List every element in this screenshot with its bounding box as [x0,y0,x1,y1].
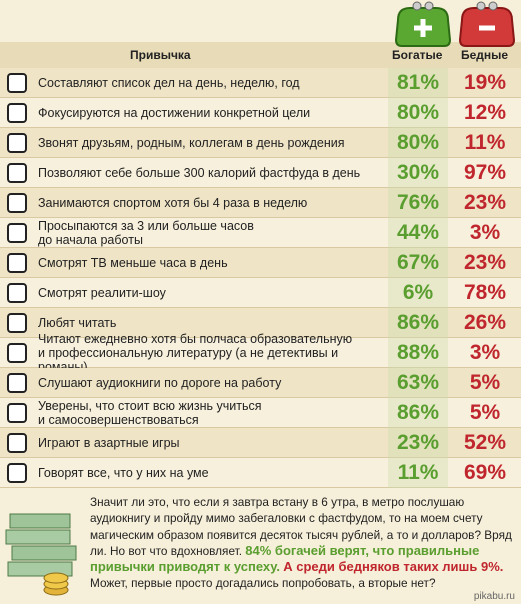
row-icon [7,403,27,423]
header-graphics [0,1,521,68]
habit-text: Смотрят ТВ меньше часа в день [38,256,228,270]
footer-body: Значит ли это, что если я завтра встану … [90,495,512,558]
table-row: Слушают аудиокниги по дороге на работу 63… [0,368,521,398]
money-icon [5,513,77,596]
habit-text: Фокусируются на достижении конкретной це… [38,106,311,120]
habit-header: Привычка [130,48,191,62]
watermark: pikabu.ru [473,591,515,602]
poor-percent: 26% [463,311,507,334]
poor-percent: 11% [464,131,506,154]
poor-percent: 5% [469,401,501,424]
table-row: Уверены, что стоит всю жизнь учиться и с… [0,398,521,428]
rich-percent: 63% [388,368,448,398]
row-icon [7,313,27,333]
rich-percent: 44% [388,218,448,248]
poor-percent: 97% [463,161,507,184]
poor-percent: 23% [463,191,507,214]
row-icon [7,463,27,483]
rich-percent: 88% [388,338,448,368]
habit-text: Занимаются спортом хотя бы 4 раза в неде… [38,196,308,210]
rich-percent: 86% [388,308,448,338]
table-row: Просыпаются за 3 или больше часов до нач… [0,218,521,248]
table-row: Читают ежедневно хотя бы полчаса образов… [0,332,521,374]
table-row: Любят читать 86% 26% [0,308,521,338]
habit-text: Смотрят реалити-шоу [38,286,166,300]
poor-percent: 12% [463,101,507,124]
rich-percent: 80% [388,98,448,128]
poor-percent: 78% [463,281,507,304]
row-icon [7,133,27,153]
habit-text: Уверены, что стоит всю жизнь учиться и с… [38,399,262,427]
habit-text: Просыпаются за 3 или больше часов до нач… [38,219,254,247]
rich-percent: 23% [388,428,448,458]
rich-percent: 80% [388,128,448,158]
poor-percent: 19% [463,71,507,94]
table-row: Смотрят ТВ меньше часа в день 67% 23% [0,248,521,278]
row-icon [7,433,27,453]
poor-percent: 3% [469,221,501,244]
poor-percent: 69% [463,461,507,484]
row-icon [7,193,27,213]
table-row: Звонят друзьям, родным, коллегам в день … [0,128,521,158]
table-row: Играют в азартные игры 23% 52% [0,428,521,458]
habit-text: Любят читать [38,316,117,330]
rich-percent: 6% [388,278,448,308]
rich-percent: 11% [388,458,448,488]
rich-note: 84% богачей верят, что правильные привыч… [90,542,480,575]
row-icon [7,73,27,93]
table-row: Говорят все, что у них на уме 11% 69% [0,458,521,488]
row-icon [7,103,27,123]
habit-text: Играют в азартные игры [38,436,180,450]
rich-header: Богатые [392,48,443,62]
table-row: Составляют список дел на день, неделю, г… [0,68,521,98]
row-icon [7,373,27,393]
habit-text: Составляют список дел на день, неделю, г… [38,76,300,90]
row-icon [7,343,27,363]
poor-note: А среди бедняков таких лишь 9%. [283,559,504,575]
poor-percent: 52% [463,431,507,454]
rich-percent: 67% [388,248,448,278]
habit-text: Слушают аудиокниги по дороге на работу [38,376,282,390]
rich-percent: 86% [388,398,448,428]
rich-percent: 81% [388,68,448,98]
poor-percent: 23% [463,251,507,274]
poor-header: Бедные [461,48,509,62]
footer-text: Значит ли это, что если я завтра встану … [90,494,515,592]
habit-text: Звонят друзьям, родным, коллегам в день … [38,136,345,150]
habit-text: Читают ежедневно хотя бы полчаса образов… [38,332,353,374]
poor-percent: 3% [469,341,501,364]
poor-wallet-icon [458,1,516,47]
habit-text: Говорят все, что у них на уме [38,466,209,480]
row-icon [7,253,27,273]
rich-wallet-icon [394,1,452,47]
table-row: Позволяют себе больше 300 калорий фастфу… [0,158,521,188]
footer-closing: Может, первые просто догадались попробов… [90,576,436,591]
table-row: Занимаются спортом хотя бы 4 раза в неде… [0,188,521,218]
rich-percent: 30% [388,158,448,188]
table-row: Фокусируются на достижении конкретной це… [0,98,521,128]
table-row: Смотрят реалити-шоу 6% 78% [0,278,521,308]
rich-percent: 76% [388,188,448,218]
row-icon [7,283,27,303]
row-icon [7,163,27,183]
habit-text: Позволяют себе больше 300 калорий фастфу… [38,166,361,180]
row-icon [7,223,27,243]
poor-percent: 5% [469,371,501,394]
